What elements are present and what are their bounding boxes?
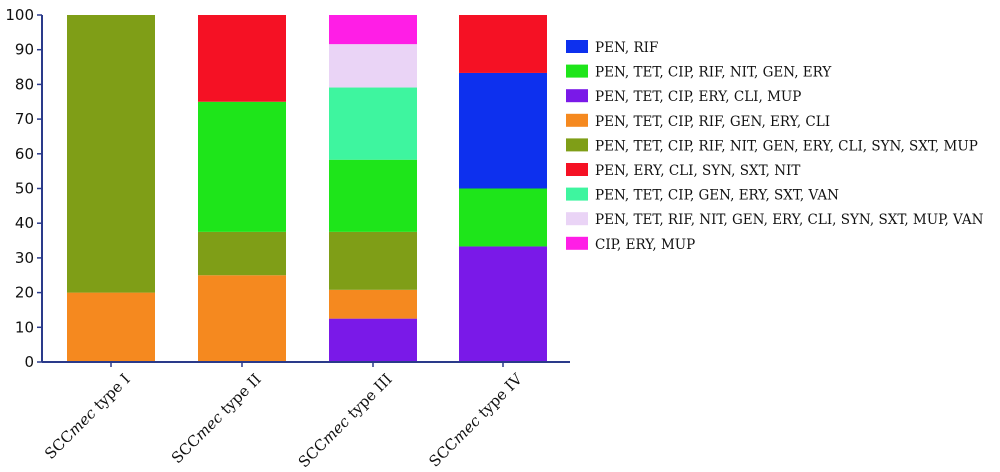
- legend-swatch: [566, 64, 588, 78]
- category-suffix: type IV: [471, 369, 526, 424]
- legend-swatch: [566, 89, 588, 103]
- y-tick-label: 90: [15, 41, 34, 59]
- legend-label: PEN, TET, CIP, RIF, GEN, ERY, CLI: [595, 114, 830, 130]
- legend-label: PEN, TET, CIP, GEN, ERY, SXT, VAN: [595, 188, 839, 204]
- bar-segment: [329, 159, 417, 232]
- y-tick-label: 100: [5, 6, 34, 24]
- bar-segment: [329, 231, 417, 290]
- y-tick-label: 80: [15, 75, 34, 93]
- bar-segment: [459, 246, 547, 362]
- bar-segment: [198, 275, 286, 362]
- legend-swatch: [566, 236, 588, 250]
- bar-segment: [67, 292, 155, 362]
- y-tick-label: 20: [15, 284, 34, 302]
- bar-segment: [329, 15, 417, 45]
- bars-layer: [67, 15, 547, 362]
- x-category-label: SCCmec type I: [41, 370, 134, 463]
- legend-label: PEN, ERY, CLI, SYN, SXT, NIT: [595, 163, 800, 179]
- y-tick-label: 0: [24, 353, 34, 371]
- legend-swatch: [566, 138, 588, 152]
- x-category-label: SCCmec type II: [168, 370, 265, 467]
- category-suffix: type II: [214, 370, 265, 421]
- bar-segment: [329, 87, 417, 160]
- bar-segment: [198, 231, 286, 276]
- bar-segment: [459, 72, 547, 189]
- bar-segment: [329, 289, 417, 319]
- legend-label: PEN, RIF: [595, 40, 658, 56]
- bar-segment: [67, 15, 155, 293]
- legend-swatch: [566, 40, 588, 53]
- x-category-label: SCCmec type III: [295, 370, 396, 471]
- category-suffix: type I: [87, 370, 134, 417]
- bar-segment: [198, 15, 286, 102]
- category-suffix: type III: [340, 370, 395, 425]
- legend-label: PEN, TET, RIF, NIT, GEN, ERY, CLI, SYN, …: [595, 212, 984, 228]
- legend-label: PEN, TET, CIP, RIF, NIT, GEN, ERY, CLI, …: [595, 138, 978, 154]
- y-tick-label: 10: [15, 318, 34, 336]
- bar-segment: [459, 15, 547, 73]
- bar-segment: [198, 101, 286, 232]
- legend-swatch: [566, 187, 588, 201]
- y-tick-label: 30: [15, 249, 34, 267]
- legend-label: CIP, ERY, MUP: [595, 237, 695, 253]
- y-tick-label: 40: [15, 214, 34, 232]
- legend: PEN, RIF PEN, TET, CIP, RIF, NIT, GEN, ER…: [566, 40, 984, 253]
- axes-layer: 0 10 20 30 40 50 60 70 80 90 100 SCCmec type I SCCme…: [5, 6, 570, 471]
- legend-swatch: [566, 163, 588, 176]
- bar-segment: [329, 44, 417, 88]
- legend-swatch: [566, 212, 588, 226]
- y-tick-label: 50: [15, 180, 34, 198]
- y-tick-label: 70: [15, 110, 34, 128]
- legend-label: PEN, TET, CIP, ERY, CLI, MUP: [595, 89, 801, 105]
- bar-segment: [459, 188, 547, 247]
- bar-segment: [329, 318, 417, 362]
- legend-label: PEN, TET, CIP, RIF, NIT, GEN, ERY: [595, 65, 832, 81]
- y-tick-label: 60: [15, 145, 34, 163]
- legend-swatch: [566, 113, 588, 127]
- x-category-label: SCCmec type IV: [425, 369, 526, 470]
